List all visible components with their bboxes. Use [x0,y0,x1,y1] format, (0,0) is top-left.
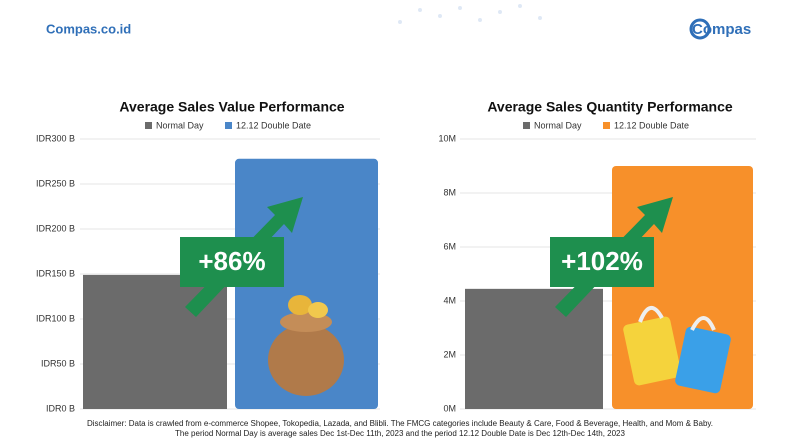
y-tick-label: IDR150 B [36,268,75,278]
y-tick-label: 0M [443,403,456,413]
y-tick-label: 2M [443,349,456,359]
site-name: Compas.co.id [46,21,131,36]
y-tick-label: IDR50 B [41,358,75,368]
legend-swatch [523,122,530,129]
logo: Compas [692,21,751,38]
annotation: +86% [198,246,265,276]
bag-handle [638,306,664,323]
coin [288,295,312,315]
y-tick-label: IDR200 B [36,223,75,233]
logo-ring [689,18,711,40]
y-tick-label: 6M [443,241,456,251]
shopping-bag [623,316,682,386]
annotation: +102% [561,246,643,276]
annotation-box [180,237,284,287]
legend-swatch [145,122,152,129]
shopping-bag [675,326,731,394]
legend-swatch [225,122,232,129]
legend-label: Normal Day [156,120,204,130]
y-tick-label: IDR300 B [36,133,75,143]
disclaimer: Disclaimer: Data is crawled from e-comme… [87,419,713,428]
chart-title: Average Sales Value Performance [119,99,344,115]
legend-swatch [603,122,610,129]
chart-title: Average Sales Quantity Performance [487,99,733,115]
bag-handle [690,316,716,331]
bar [465,288,603,409]
disclaimer: The period Normal Day is average sales D… [175,429,625,438]
money-bag [268,324,344,396]
annotation-box [550,237,654,287]
y-tick-label: IDR250 B [36,178,75,188]
y-tick-label: 8M [443,187,456,197]
y-tick-label: 4M [443,295,456,305]
y-tick-label: 10M [438,133,456,143]
header-dots [398,4,542,24]
legend-label: 12.12 Double Date [614,120,689,130]
y-tick-label: IDR100 B [36,313,75,323]
legend-label: 12.12 Double Date [236,120,311,130]
y-tick-label: IDR0 B [46,403,75,413]
legend-label: Normal Day [534,120,582,130]
coin [308,302,328,318]
